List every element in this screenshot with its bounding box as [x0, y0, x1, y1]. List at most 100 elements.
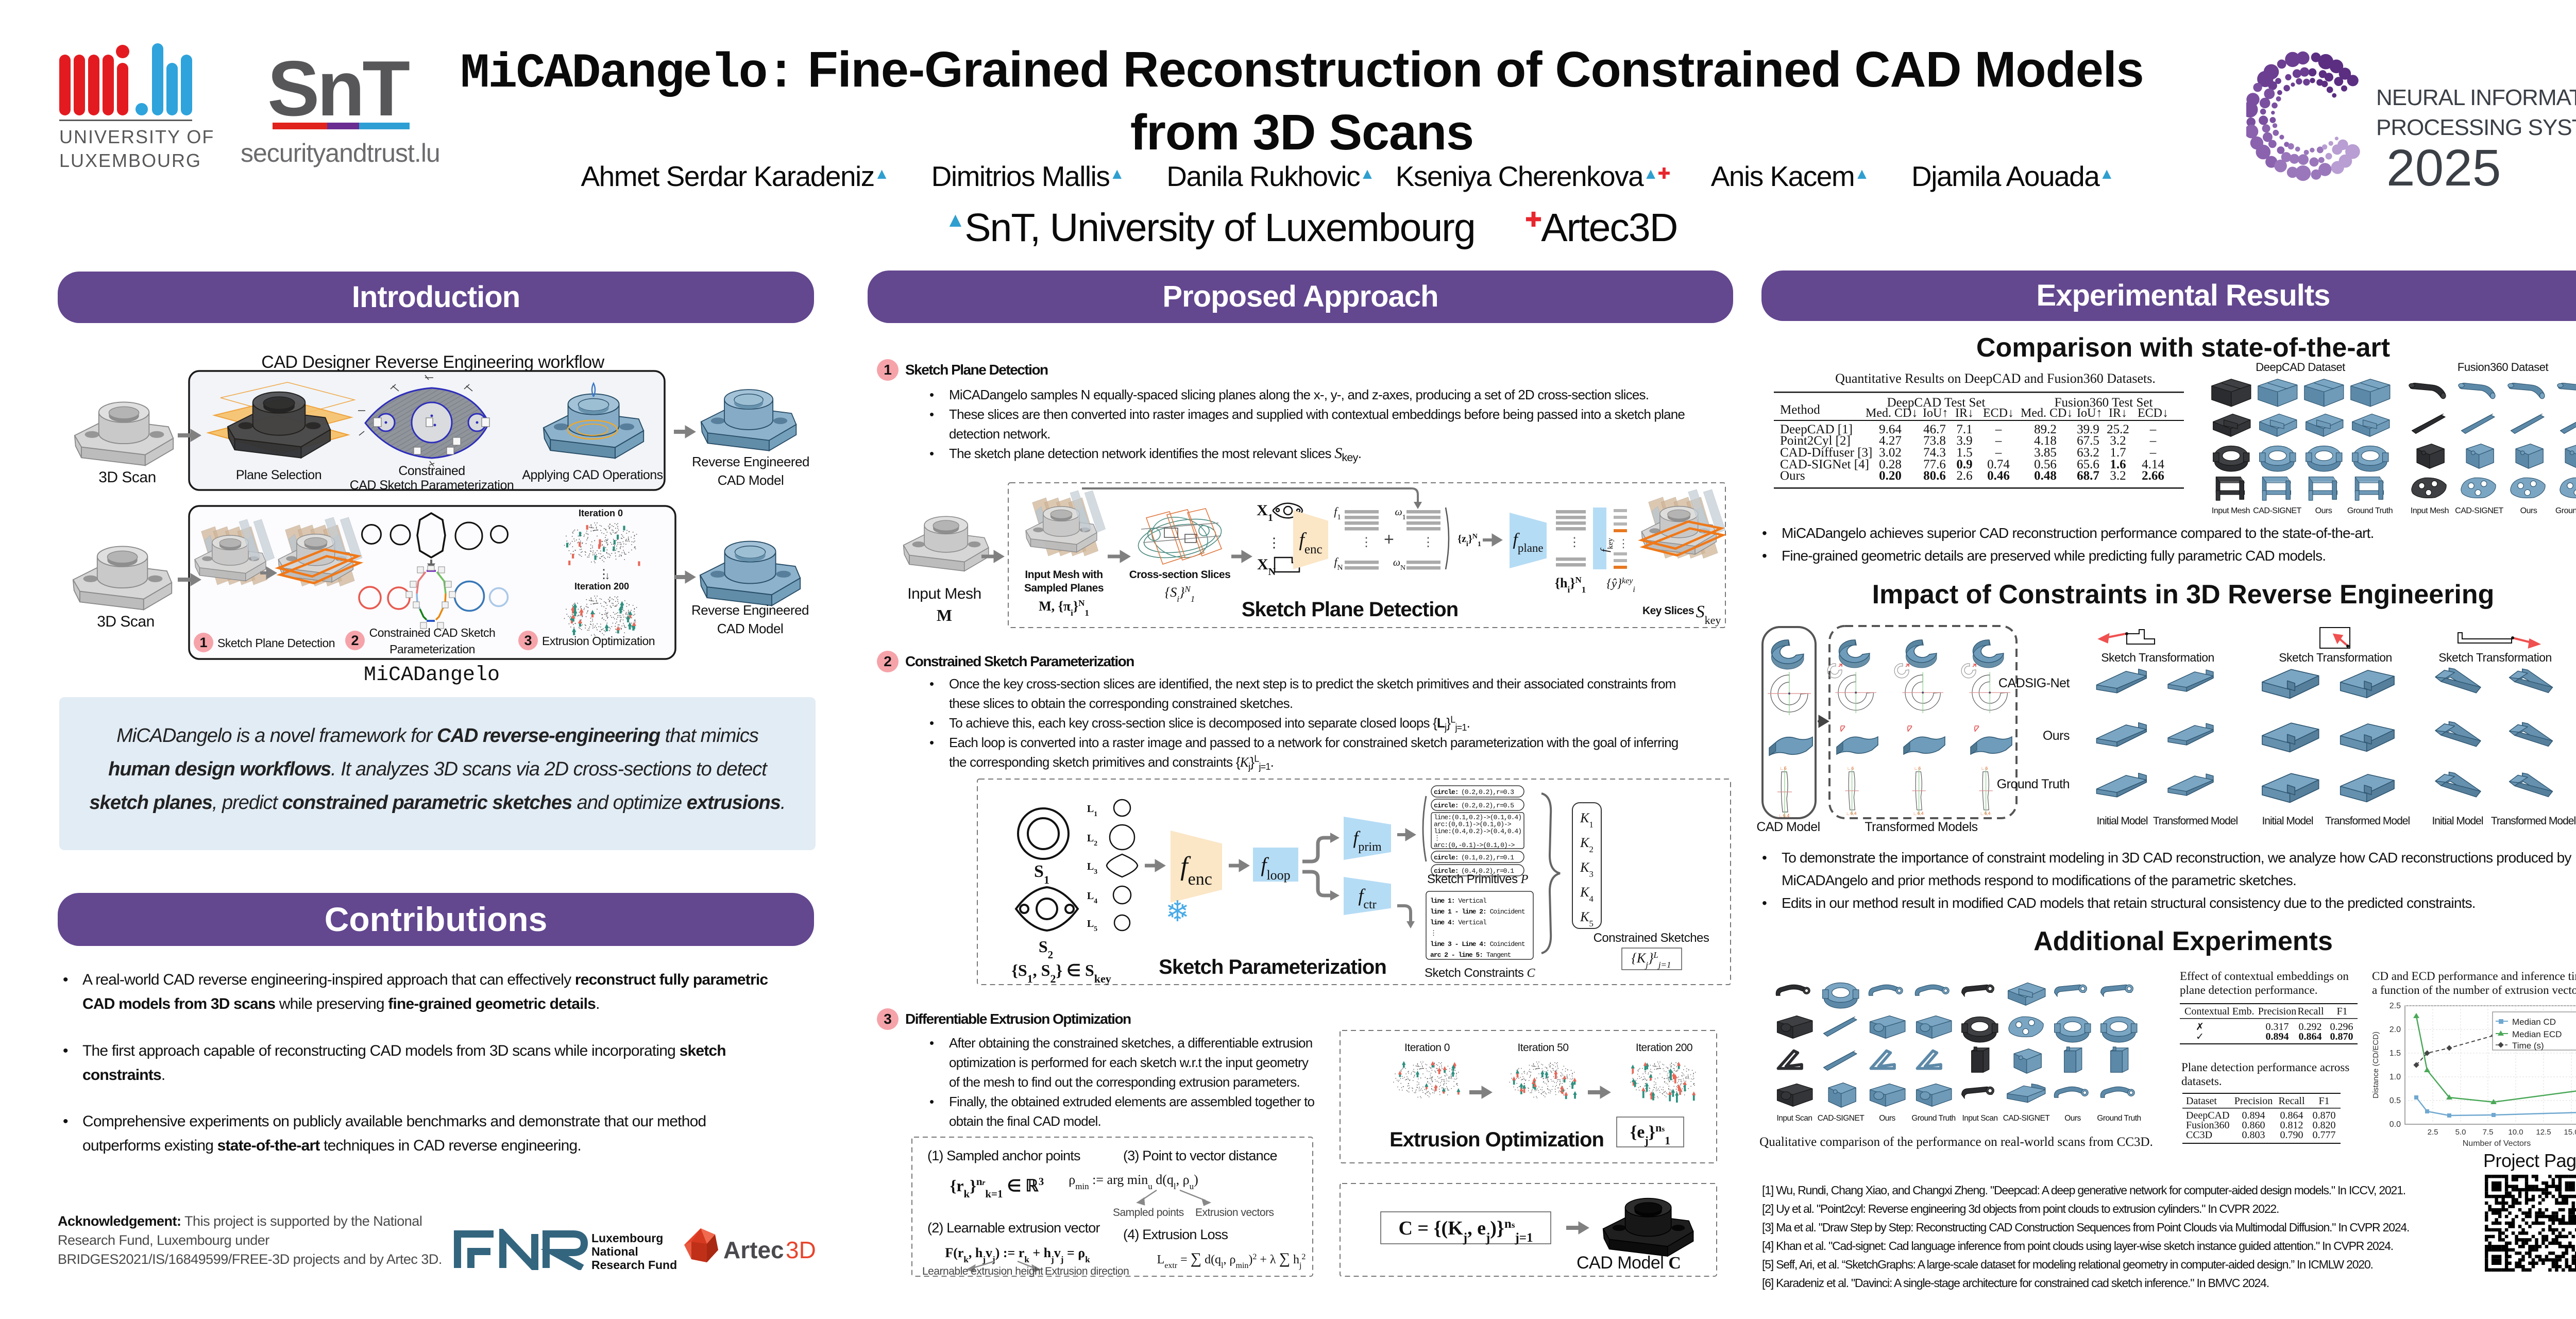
svg-text:Precision: Precision — [2258, 1006, 2296, 1017]
svg-text:Fusion360: Fusion360 — [2186, 1120, 2229, 1131]
svg-text:Extrusion direction: Extrusion direction — [1045, 1265, 1129, 1277]
svg-text:⋮: ⋮ — [1618, 537, 1629, 550]
svg-text:line 4: Vertical: line 4: Vertical — [1430, 919, 1487, 926]
svg-text:Ours: Ours — [2043, 729, 2070, 743]
svg-text:0.803: 0.803 — [2242, 1129, 2265, 1141]
svg-text:Research Fund: Research Fund — [591, 1258, 677, 1270]
svg-text:Sketch Transformation: Sketch Transformation — [2101, 651, 2214, 664]
svg-text:CAD-SIGNET: CAD-SIGNET — [2455, 506, 2503, 515]
svg-text:securityandtrust.lu: securityandtrust.lu — [241, 139, 440, 167]
svg-text:Ours: Ours — [2520, 506, 2537, 515]
svg-text:∟6,4: ∟6,4 — [1913, 810, 1923, 816]
svg-text:MiCADangelo: MiCADangelo — [364, 664, 500, 687]
svg-text:Constrained Sketches: Constrained Sketches — [1594, 931, 1709, 945]
svg-text:(1) Sampled anchor points: (1) Sampled anchor points — [927, 1148, 1080, 1163]
svg-text:Contextual Emb.: Contextual Emb. — [2184, 1006, 2255, 1017]
svg-text:Fusion360 Dataset: Fusion360 Dataset — [2458, 361, 2549, 374]
svg-text:circle:: circle: — [1434, 854, 1459, 861]
svg-text:❄: ❄ — [1165, 895, 1190, 927]
svg-text:⋮: ⋮ — [1360, 535, 1372, 549]
svg-text:Extrusion Optimization: Extrusion Optimization — [542, 634, 655, 648]
svg-text:Ground Truth: Ground Truth — [1911, 1114, 1955, 1123]
svg-text:∟6: ∟6 — [1981, 766, 1988, 771]
svg-text:0.777: 0.777 — [2313, 1129, 2336, 1141]
svg-text:⋮: ⋮ — [1568, 535, 1581, 549]
svg-text:line 3 - Line 4: Coincident: line 3 - Line 4: Coincident — [1430, 940, 1525, 948]
svg-text:(0.1,0.2),r=0.1: (0.1,0.2),r=0.1 — [1461, 854, 1514, 861]
svg-text:Iteration 0: Iteration 0 — [1404, 1042, 1450, 1054]
svg-text:CAD-SIGNET: CAD-SIGNET — [2003, 1114, 2050, 1123]
svg-text:7.5: 7.5 — [2483, 1128, 2494, 1137]
svg-text:circle:: circle: — [1434, 867, 1459, 875]
svg-text:Recall: Recall — [2297, 1006, 2324, 1017]
svg-text:plane detection performance.: plane detection performance. — [2180, 984, 2318, 996]
svg-text:1: 1 — [199, 635, 207, 650]
svg-text:arc:(0,0.1)->(0.1,0)->: arc:(0,0.1)->(0.1,0)-> — [1434, 821, 1512, 828]
svg-text:+: + — [1384, 530, 1394, 549]
svg-text:Iteration 200: Iteration 200 — [574, 581, 629, 591]
svg-text:a function of the number of ex: a function of the number of extrusion ve… — [2372, 984, 2576, 996]
svg-text:CAD-SIGNET: CAD-SIGNET — [1818, 1114, 1865, 1123]
svg-text:0.860: 0.860 — [2242, 1120, 2265, 1131]
svg-text:CAD Sketch Parameterization: CAD Sketch Parameterization — [350, 478, 514, 493]
svg-text:Sketch Plane Detection: Sketch Plane Detection — [217, 636, 335, 650]
svg-text:Ours: Ours — [1879, 1114, 1895, 1123]
svg-text:↓: ↓ — [605, 570, 610, 582]
svg-text:LUXEMBOURG: LUXEMBOURG — [59, 150, 201, 171]
svg-text:National: National — [591, 1245, 638, 1258]
svg-text:Iteration 200: Iteration 200 — [1636, 1042, 1692, 1054]
svg-text:0.292: 0.292 — [2299, 1021, 2322, 1033]
svg-text:5.0: 5.0 — [2455, 1128, 2466, 1137]
svg-text:∟6: ∟6 — [1780, 766, 1787, 771]
svg-text:1.0: 1.0 — [2389, 1073, 2401, 1081]
svg-text:0.864: 0.864 — [2299, 1031, 2322, 1042]
svg-text:Median ECD: Median ECD — [2512, 1029, 2562, 1039]
svg-text:Transformed Models: Transformed Models — [1865, 820, 1977, 834]
svg-text:Initial Model: Initial Model — [2262, 815, 2313, 827]
svg-text:datasets.: datasets. — [2181, 1075, 2222, 1088]
svg-text:Time (s): Time (s) — [2512, 1041, 2544, 1051]
svg-text:Reverse Engineered: Reverse Engineered — [692, 454, 809, 469]
svg-text:Sampled Planes: Sampled Planes — [1024, 582, 1104, 594]
svg-text:∟6,4: ∟6,4 — [1778, 813, 1789, 818]
svg-text:Iteration 50: Iteration 50 — [1517, 1042, 1568, 1054]
svg-text:Ground Truth: Ground Truth — [2555, 506, 2576, 515]
svg-text:0.894: 0.894 — [2242, 1110, 2265, 1121]
svg-text:2.5: 2.5 — [2428, 1128, 2438, 1137]
svg-text:∟6: ∟6 — [1847, 766, 1854, 771]
svg-text:Median CD: Median CD — [2512, 1017, 2556, 1027]
svg-text:0.296: 0.296 — [2330, 1021, 2353, 1033]
svg-text:line:(0.1,0.2)->(0.1,0.4): line:(0.1,0.2)->(0.1,0.4) — [1434, 814, 1521, 821]
svg-text:Distance (CD/ECD): Distance (CD/ECD) — [2371, 1031, 2380, 1098]
svg-text:Artec: Artec — [723, 1237, 784, 1263]
svg-text:Sketch Constraints C: Sketch Constraints C — [1425, 966, 1536, 980]
svg-text:⋮: ⋮ — [598, 567, 610, 581]
svg-text:Qualitative comparison of the: Qualitative comparison of the performanc… — [1759, 1135, 2153, 1149]
svg-text:CAD Model C: CAD Model C — [1577, 1253, 1681, 1273]
svg-text:DeepCAD: DeepCAD — [2186, 1110, 2229, 1121]
svg-text:Ours: Ours — [2315, 506, 2332, 515]
svg-text:3: 3 — [524, 633, 532, 648]
svg-text:F1: F1 — [2318, 1095, 2329, 1107]
svg-text:0.317: 0.317 — [2266, 1021, 2289, 1033]
svg-text:CADSIG-Net: CADSIG-Net — [1998, 676, 2070, 690]
svg-text:CAD Model: CAD Model — [718, 472, 784, 488]
svg-text:⋮: ⋮ — [1267, 535, 1281, 550]
svg-text:arc:(0,-0.1)->(0.1,0)->: arc:(0,-0.1)->(0.1,0)-> — [1434, 841, 1515, 849]
svg-text:Initial Model: Initial Model — [2432, 815, 2483, 827]
svg-text:Dataset: Dataset — [2186, 1095, 2217, 1107]
svg-text:2: 2 — [351, 633, 359, 648]
svg-text:arc 2 - line 5: Tangent: arc 2 - line 5: Tangent — [1430, 951, 1511, 959]
svg-text:⋮: ⋮ — [1422, 535, 1434, 549]
svg-text:CC3D: CC3D — [2186, 1129, 2212, 1141]
svg-text:line 1: Vertical: line 1: Vertical — [1430, 897, 1487, 905]
svg-text:Plane Selection: Plane Selection — [236, 468, 321, 482]
svg-text:Transformed Model: Transformed Model — [2153, 815, 2238, 827]
svg-text:circle:: circle: — [1434, 788, 1459, 796]
svg-text:Ground Truth: Ground Truth — [2097, 1114, 2141, 1123]
svg-text:Recall: Recall — [2278, 1095, 2305, 1107]
svg-text:12.5: 12.5 — [2536, 1128, 2551, 1137]
svg-text:Sketch Parameterization: Sketch Parameterization — [1159, 956, 1386, 978]
svg-text:0.870: 0.870 — [2313, 1110, 2336, 1121]
svg-text:2.0: 2.0 — [2389, 1025, 2401, 1034]
